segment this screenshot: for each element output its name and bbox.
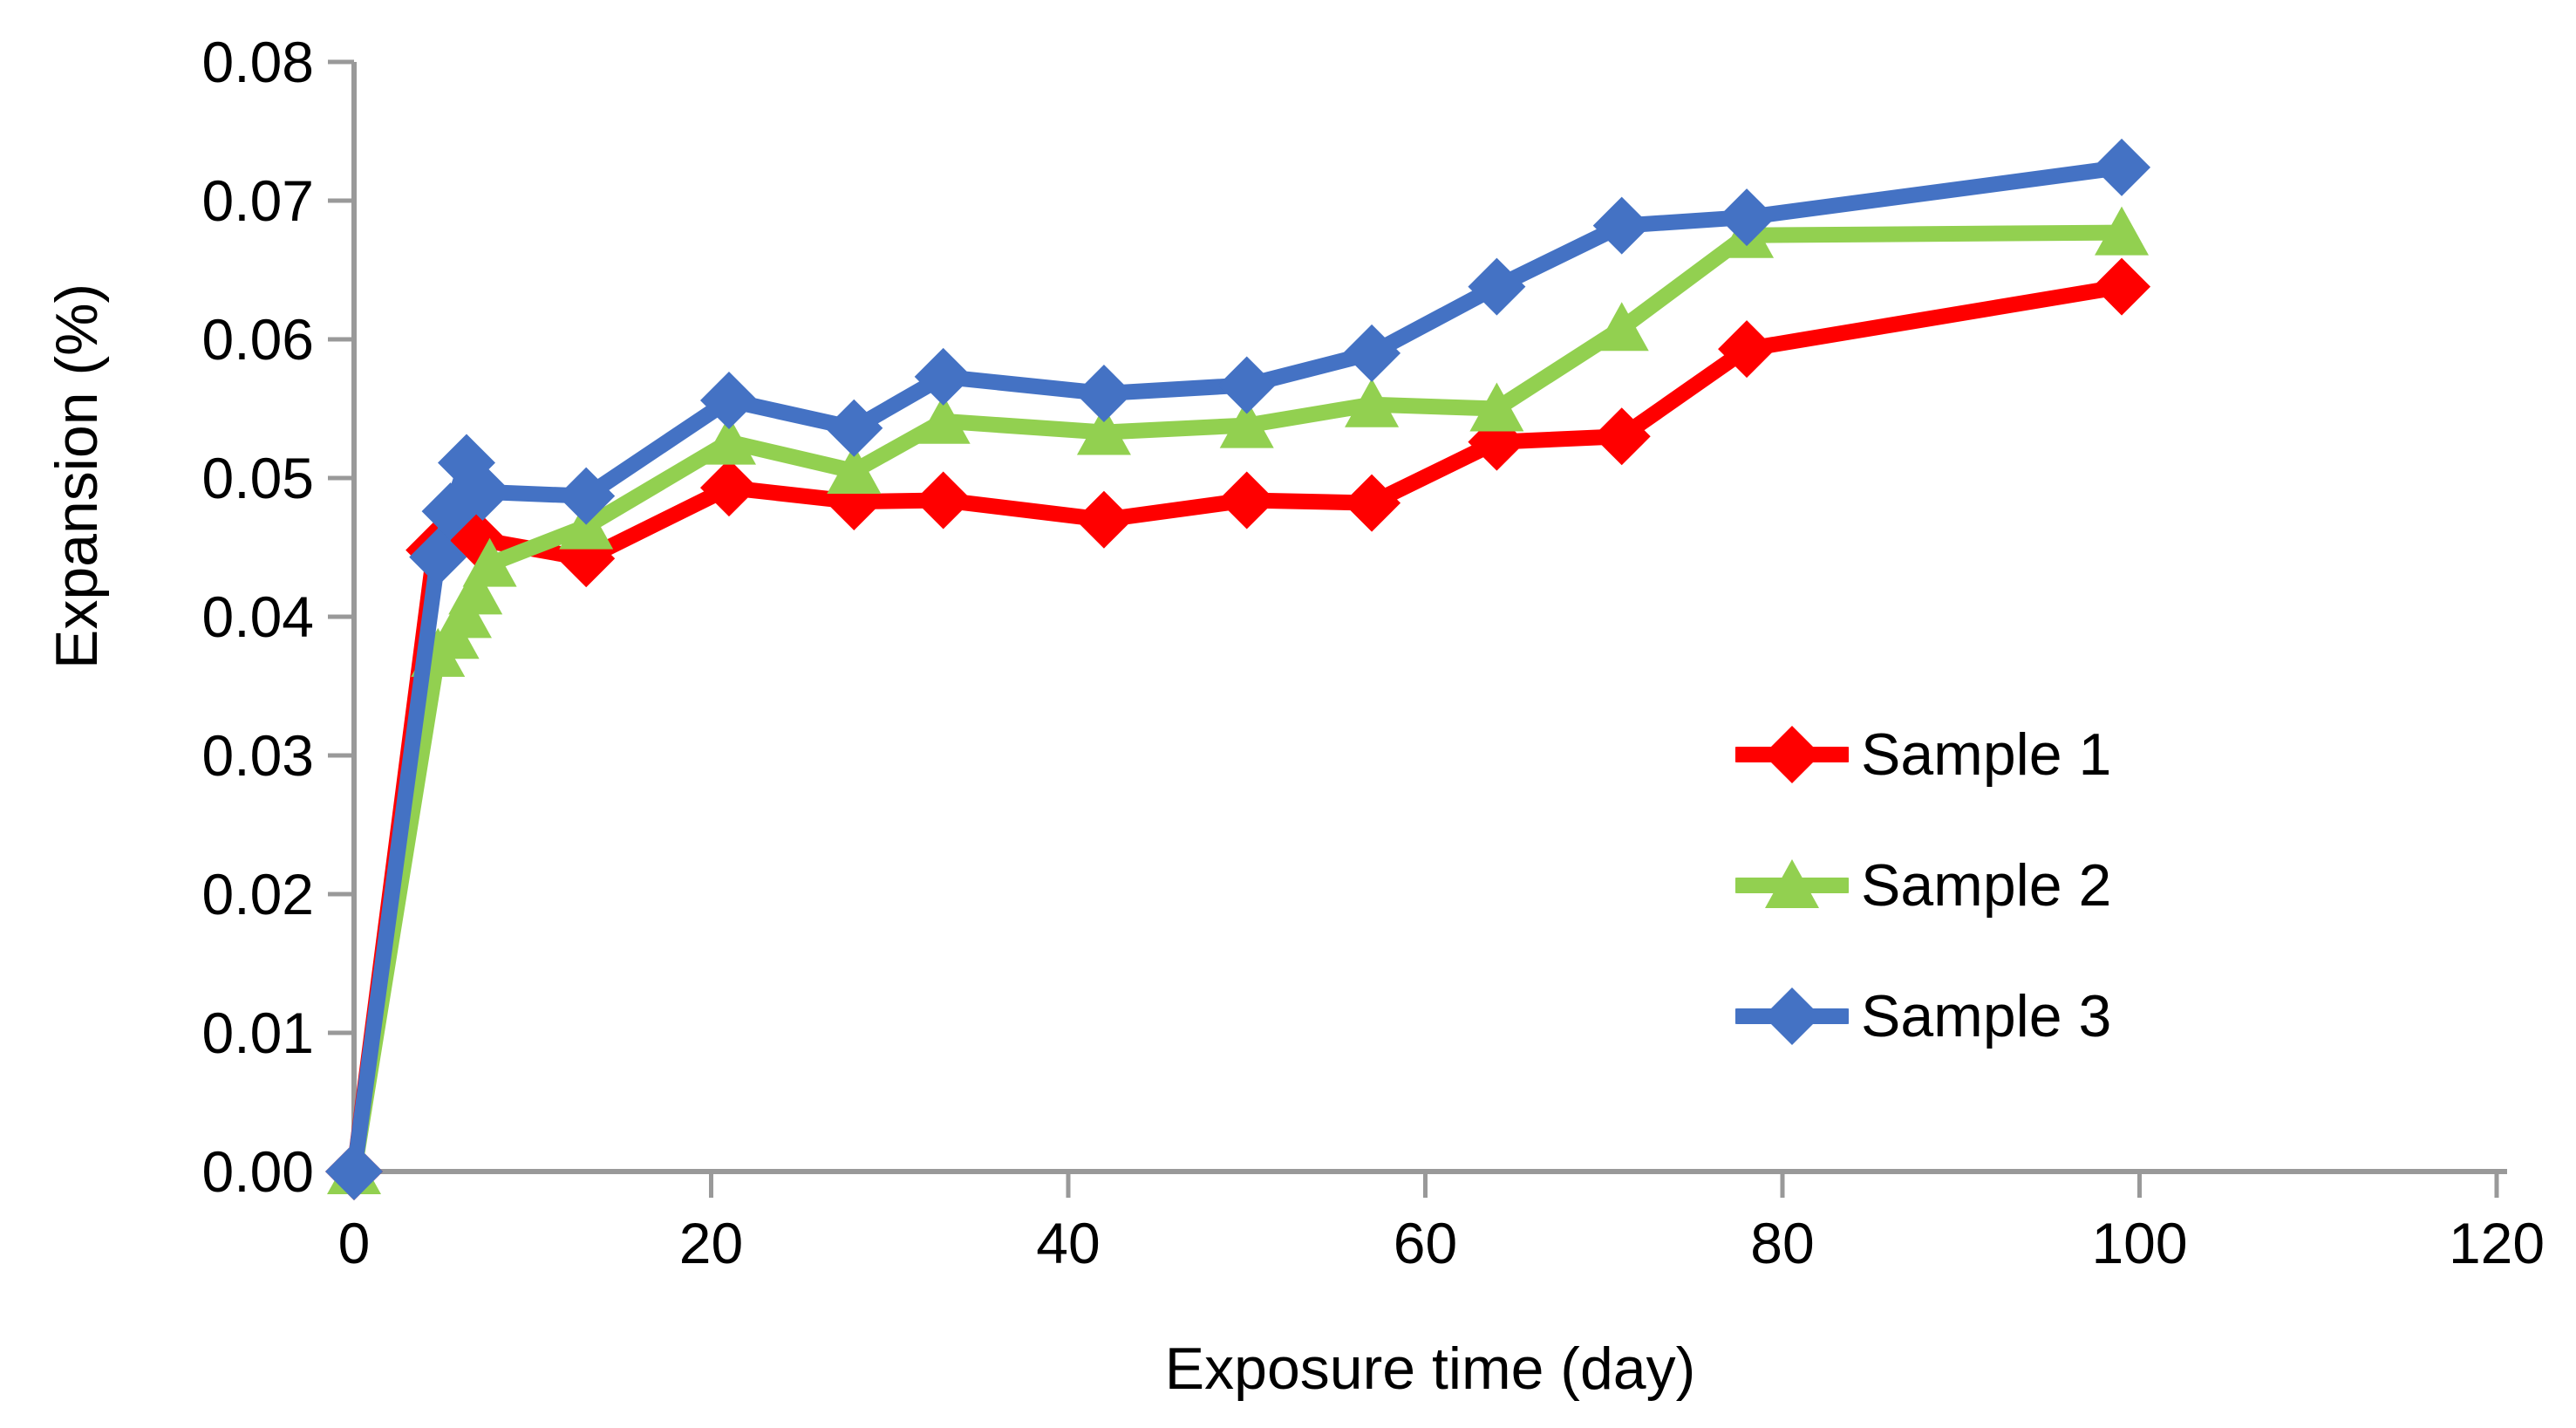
series-marker-2: [1219, 399, 1274, 448]
y-tick-label: 0.08: [202, 30, 314, 94]
series-marker-3: [699, 371, 758, 429]
series-marker-3: [325, 1143, 383, 1200]
series-marker-2: [701, 415, 756, 465]
series-marker-3: [914, 347, 972, 406]
y-tick-label: 0.06: [202, 307, 314, 372]
legend-item-sample-3: Sample 3: [1735, 951, 2111, 1082]
x-tick-label: 60: [1394, 1211, 1457, 1275]
sample-2-swatch-icon: [1735, 859, 1849, 908]
y-tick-label: 0.04: [202, 584, 314, 649]
series-marker-1: [1074, 490, 1133, 549]
y-tick-label: 0.01: [202, 1001, 314, 1065]
x-tick-label: 120: [2449, 1211, 2545, 1275]
x-tick-label: 100: [2091, 1211, 2187, 1275]
y-tick-label: 0.00: [202, 1139, 314, 1204]
series-marker-1: [1217, 471, 1276, 530]
y-tick-label: 0.05: [202, 446, 314, 510]
x-tick-label: 40: [1036, 1211, 1100, 1275]
legend-item-sample-1: Sample 1: [1735, 689, 2111, 820]
series-marker-3: [1592, 196, 1651, 255]
series-marker-3: [453, 462, 512, 521]
legend-marker: [1763, 726, 1821, 783]
series-marker-3: [1718, 188, 1776, 247]
series-marker-3: [1343, 324, 1401, 382]
series-marker-2: [916, 394, 971, 444]
series-marker-2: [1469, 382, 1524, 432]
series-marker-2: [2095, 206, 2150, 256]
sample-3-swatch-icon: [1735, 987, 1849, 1045]
series-marker-1: [1343, 474, 1401, 532]
y-tick-label: 0.07: [202, 168, 314, 233]
series-marker-2: [448, 565, 503, 615]
series-marker-1: [1592, 407, 1651, 466]
series-marker-3: [1468, 257, 1526, 316]
y-tick-label: 0.02: [202, 862, 314, 926]
series-marker-3: [409, 528, 467, 586]
series-marker-1: [699, 459, 758, 517]
series-marker-1: [1718, 320, 1776, 379]
legend-label: Sample 2: [1861, 852, 2112, 919]
legend-item-sample-2: Sample 2: [1735, 820, 2111, 951]
series-line-3: [346, 159, 2130, 1179]
x-tick-label: 0: [338, 1211, 371, 1275]
sample-1-swatch-icon: [1735, 726, 1849, 783]
series-marker-3: [1074, 365, 1133, 423]
series-marker-2: [827, 445, 882, 495]
series-marker-1: [914, 471, 972, 530]
series-marker-3: [2093, 138, 2151, 196]
series-marker-3: [825, 399, 883, 457]
series-marker-3: [1217, 356, 1276, 414]
legend: Sample 1 Sample 2 Sample 3: [1735, 689, 2111, 1082]
x-axis-title: Exposure time (day): [1164, 1336, 1696, 1402]
y-axis-title: Expansion (%): [44, 283, 110, 669]
legend-label: Sample 1: [1861, 721, 2112, 788]
legend-label: Sample 3: [1861, 983, 2112, 1049]
series-marker-1: [2093, 257, 2151, 316]
y-tick-label: 0.03: [202, 723, 314, 788]
series-marker-2: [1076, 406, 1131, 455]
x-tick-label: 20: [679, 1211, 743, 1275]
series-marker-3: [557, 467, 616, 525]
legend-marker: [1763, 987, 1821, 1045]
series-marker-2: [1345, 378, 1400, 427]
x-tick-label: 80: [1750, 1211, 1814, 1275]
legend-marker: [1765, 859, 1819, 908]
series-marker-2: [462, 537, 517, 587]
series-marker-2: [1594, 302, 1649, 352]
